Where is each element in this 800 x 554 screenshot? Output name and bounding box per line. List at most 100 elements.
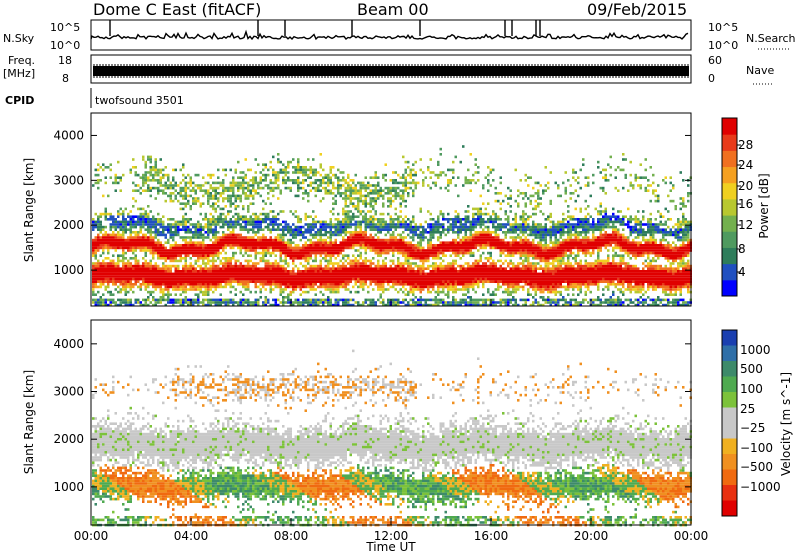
heat-cell	[392, 246, 395, 250]
heat-cell	[207, 303, 210, 307]
heat-cell	[152, 168, 155, 172]
heat-cell	[289, 249, 292, 252]
heat-cell	[377, 251, 380, 255]
heat-cell	[199, 225, 202, 229]
heat-cell	[407, 228, 410, 231]
heat-cell	[387, 270, 390, 273]
heat-cell	[279, 254, 282, 257]
heat-cell	[324, 186, 327, 190]
heat-cell	[122, 275, 125, 278]
heat-cell	[172, 179, 175, 182]
heat-cell	[409, 290, 412, 294]
heat-cell	[377, 184, 380, 187]
heat-cell	[262, 303, 265, 307]
heat-cell	[387, 267, 390, 270]
heat-cell	[299, 246, 302, 250]
heat-cell	[304, 280, 307, 283]
heat-cell	[362, 246, 365, 250]
heat-cell	[439, 212, 442, 216]
heat-cell	[232, 194, 235, 198]
heat-cell	[439, 244, 442, 247]
heat-cell	[197, 233, 200, 237]
heat-cell	[149, 238, 152, 242]
heat-cell	[389, 215, 392, 218]
heat-cell	[157, 272, 160, 276]
heat-cell	[447, 228, 450, 231]
heat-cell	[242, 179, 245, 182]
heat-cell	[217, 220, 220, 224]
heat-cell	[269, 179, 272, 182]
heat-cell	[137, 272, 140, 276]
heat-cell	[224, 173, 227, 177]
heat-cell	[102, 275, 105, 278]
heat-cell	[277, 228, 280, 231]
heat-cell	[422, 270, 425, 273]
heat-cell	[147, 290, 150, 294]
heat-cell	[277, 267, 280, 270]
heat-cell	[314, 283, 317, 286]
heat-cell	[382, 212, 385, 216]
heat-cell	[119, 179, 122, 182]
heat-cell	[124, 285, 127, 289]
heat-cell	[407, 246, 410, 250]
heat-cell	[144, 275, 147, 278]
heat-cell	[292, 270, 295, 273]
heat-cell	[309, 244, 312, 247]
heat-cell	[274, 301, 277, 304]
heat-cell	[357, 259, 360, 263]
heat-cell	[372, 244, 375, 247]
heat-cell	[212, 236, 215, 239]
heat-cell	[252, 202, 255, 205]
heat-cell	[107, 285, 110, 289]
heat-cell	[254, 301, 257, 304]
heat-cell	[144, 212, 147, 216]
heat-cell	[427, 246, 430, 250]
heat-cell	[334, 288, 337, 291]
heat-cell	[437, 163, 440, 166]
heat-cell	[129, 228, 132, 231]
heat-cell	[459, 241, 462, 244]
heat-cell	[157, 168, 160, 172]
heat-cell	[127, 298, 130, 302]
heat-cell	[162, 184, 165, 187]
heat-cell	[314, 251, 317, 255]
heat-cell	[374, 228, 377, 231]
heat-cell	[409, 303, 412, 307]
heat-cell	[242, 218, 245, 221]
heat-cell	[372, 220, 375, 224]
heat-cell	[117, 264, 120, 268]
heat-cell	[122, 233, 125, 237]
heat-cell	[179, 181, 182, 185]
heat-cell	[454, 225, 457, 229]
heat-cell	[339, 231, 342, 234]
heat-cell	[227, 275, 230, 278]
heat-cell	[209, 184, 212, 187]
heat-cell	[109, 303, 112, 307]
heat-cell	[277, 280, 280, 283]
heat-cell	[207, 251, 210, 255]
heat-cell	[94, 246, 97, 250]
heat-cell	[269, 244, 272, 247]
heat-cell	[377, 249, 380, 252]
heat-cell	[384, 246, 387, 250]
heat-cell	[424, 249, 427, 252]
heat-cell	[439, 262, 442, 265]
heat-cell	[324, 264, 327, 268]
heat-cell	[359, 267, 362, 270]
heat-cell	[324, 233, 327, 237]
heat-cell	[324, 249, 327, 252]
heat-cell	[202, 238, 205, 242]
heat-cell	[262, 277, 265, 281]
heat-cell	[327, 267, 330, 270]
heat-cell	[302, 233, 305, 237]
heat-cell	[197, 223, 200, 226]
heat-cell	[362, 218, 365, 221]
heat-cell	[349, 262, 352, 265]
heat-cell	[184, 194, 187, 198]
heat-cell	[252, 249, 255, 252]
heat-cell	[324, 225, 327, 229]
heat-cell	[242, 241, 245, 244]
heat-cell	[314, 303, 317, 307]
heat-cell	[344, 301, 347, 304]
heat-cell	[204, 212, 207, 216]
